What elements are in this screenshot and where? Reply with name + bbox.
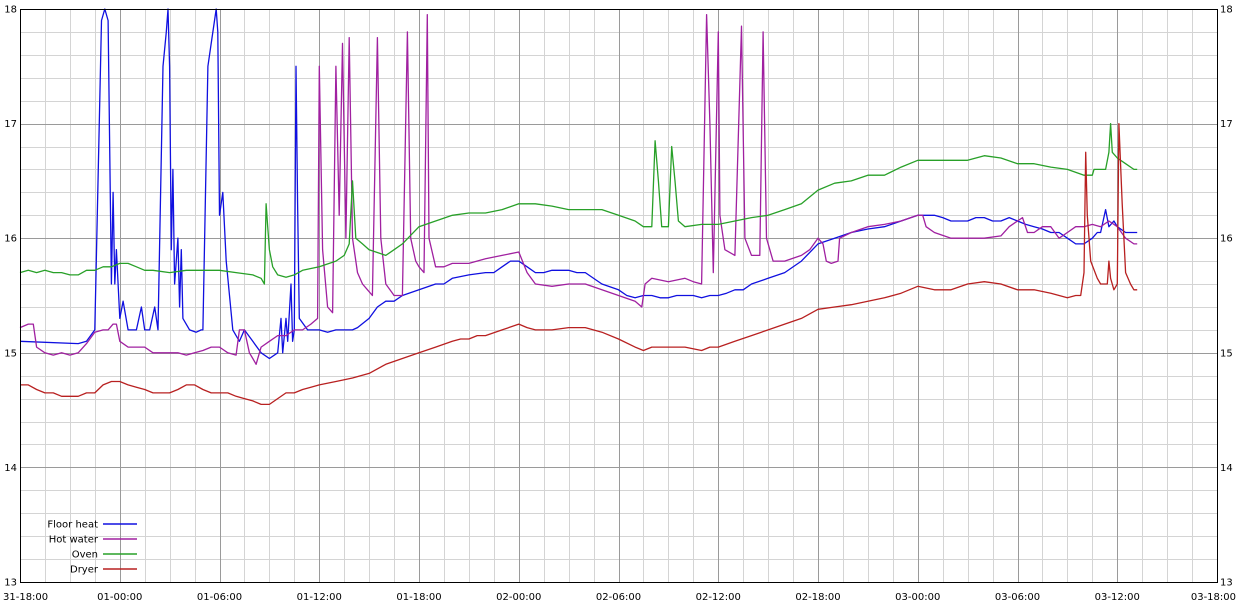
y-axis-right: 13 14 15 16 17 18: [1220, 5, 1233, 589]
y-tick-label-right: 17: [1220, 119, 1233, 130]
y-tick-label-left: 14: [4, 463, 17, 474]
series-layer: [19, 8, 1138, 406]
x-tick-label: 03-06:00: [995, 592, 1040, 603]
legend-label: Hot water: [49, 535, 99, 546]
plot-frame: [20, 9, 1218, 583]
legend-label: Floor heat: [47, 520, 98, 531]
x-tick-label: 02-06:00: [596, 592, 641, 603]
x-tick-label: 01-00:00: [97, 592, 142, 603]
x-tick-label: 02-12:00: [696, 592, 741, 603]
series-line-hot-water: [19, 14, 1138, 365]
x-tick-label: 02-18:00: [795, 592, 840, 603]
x-axis: 31-18:00 01-00:00 01-06:00 01-12:00 01-18:00…: [3, 592, 1236, 603]
y-tick-label-right: 15: [1220, 348, 1233, 359]
y-tick-label-left: 18: [4, 5, 17, 16]
x-tick-label: 31-18:00: [3, 592, 48, 603]
series-line-oven: [19, 122, 1138, 285]
x-tick-label: 01-18:00: [396, 592, 441, 603]
x-tick-label: 03-12:00: [1095, 592, 1140, 603]
y-tick-label-left: 13: [4, 578, 17, 589]
y-tick-label-left: 16: [4, 234, 17, 245]
y-tick-label-left: 15: [4, 348, 17, 359]
legend: Floor heat Hot water Oven Dryer: [47, 520, 137, 576]
y-tick-label-right: 13: [1220, 578, 1233, 589]
y-tick-label-left: 17: [4, 119, 17, 130]
x-tick-label: 02-00:00: [496, 592, 541, 603]
x-tick-label: 01-12:00: [297, 592, 342, 603]
series-line-dryer: [20, 122, 1138, 406]
y-axis-left: 13 14 15 16 17 18: [4, 5, 17, 589]
y-tick-label-right: 14: [1220, 463, 1233, 474]
x-tick-label: 03-00:00: [895, 592, 940, 603]
y-tick-label-right: 18: [1220, 5, 1233, 16]
x-tick-label: 03-18:00: [1191, 592, 1236, 603]
legend-label: Dryer: [70, 565, 99, 576]
y-tick-label-right: 16: [1220, 234, 1233, 245]
series-line-floor-heat: [19, 8, 1138, 360]
x-tick-label: 01-06:00: [197, 592, 242, 603]
legend-label: Oven: [72, 550, 98, 561]
